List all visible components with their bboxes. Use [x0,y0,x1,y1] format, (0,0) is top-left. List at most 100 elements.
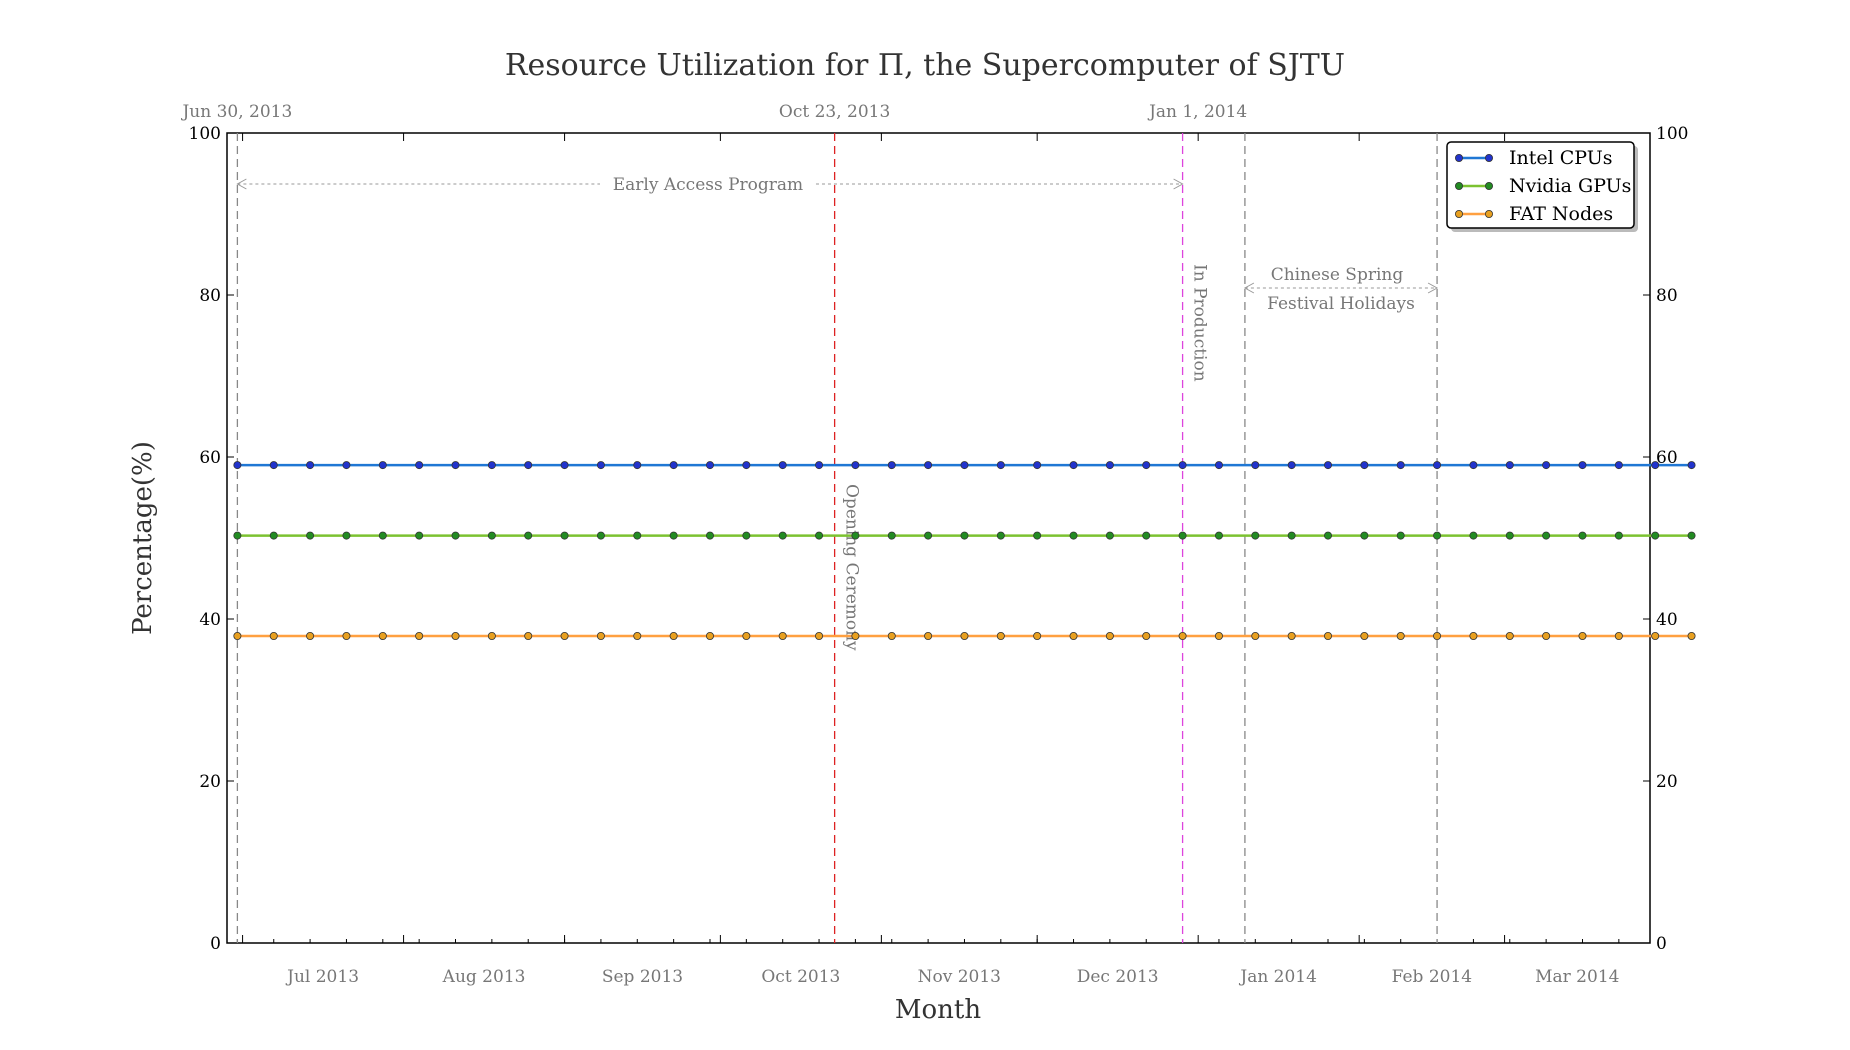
data-point [560,531,569,540]
y-tick-label-right: 80 [1656,286,1678,306]
y-tick-label: 60 [199,448,221,468]
data-point [1469,531,1478,540]
data-point [269,461,278,470]
top-date-label: Jun 30, 2013 [180,102,292,122]
data-point [1214,531,1223,540]
data-point [742,632,751,641]
data-point [1542,461,1551,470]
data-point [1433,461,1442,470]
data-point [1614,531,1623,540]
y-tick-label-right: 100 [1656,124,1688,144]
data-point [451,461,460,470]
data-point [669,531,678,540]
y-tick-label-right: 20 [1656,772,1678,792]
chart-title: Resource Utilization for Π, the Supercom… [505,48,1345,83]
data-point [560,461,569,470]
data-point [851,632,860,641]
data-point [1069,531,1078,540]
y-tick-label-right: 0 [1656,934,1667,954]
data-point [778,632,787,641]
data-point [524,632,533,641]
y-tick-label: 20 [199,772,221,792]
data-point [1687,531,1696,540]
data-point [378,531,387,540]
data-point [596,632,605,641]
legend-marker [1455,181,1464,190]
legend-marker [1455,153,1464,162]
legend-marker [1485,209,1494,218]
data-point [924,632,933,641]
data-point [1251,461,1260,470]
data-point [1324,632,1333,641]
data-point [524,461,533,470]
data-point [815,461,824,470]
data-point [1614,632,1623,641]
data-point [451,531,460,540]
opening-ceremony-label: Opening Ceremony [842,484,862,651]
data-point [306,531,315,540]
data-point [415,531,424,540]
data-point [1251,632,1260,641]
data-point [306,632,315,641]
data-point [1178,531,1187,540]
data-point [596,461,605,470]
data-point [1469,632,1478,641]
y-tick-label: 40 [199,610,221,630]
x-tick-label: Oct 2013 [761,967,840,987]
data-point [960,461,969,470]
data-point [633,632,642,641]
early-access-arrowhead-left [236,178,247,190]
data-point [1433,632,1442,641]
x-tick-label: Aug 2013 [442,967,526,987]
data-point [705,531,714,540]
y-tick-label: 100 [189,124,221,144]
data-point [1287,461,1296,470]
x-tick-label: Sep 2013 [602,967,683,987]
data-point [887,531,896,540]
data-point [233,461,242,470]
plot-area: 0 0 20 20 40 40 60 60 80 80 100 100 Jul 2013 Aug 2013… [180,102,1696,987]
legend-label: FAT Nodes [1509,203,1613,225]
holiday-arrowhead-left [1243,282,1255,294]
x-tick-label: Dec 2013 [1077,967,1159,987]
data-point [1069,632,1078,641]
data-point [1433,531,1442,540]
data-point [269,531,278,540]
data-point [1214,461,1223,470]
data-point [1396,632,1405,641]
holiday-label-line1: Chinese Spring [1271,265,1404,285]
data-point [1142,531,1151,540]
data-point [342,531,351,540]
legend-marker [1485,181,1494,190]
data-point [1105,531,1114,540]
data-point [1396,531,1405,540]
data-point [1142,632,1151,641]
data-point [1105,632,1114,641]
x-tick-label: Mar 2014 [1535,967,1619,987]
data-point [887,461,896,470]
data-point [778,531,787,540]
data-point [887,632,896,641]
data-point [1578,461,1587,470]
data-point [1505,461,1514,470]
data-point [1033,461,1042,470]
x-tick-label: Jul 2013 [285,967,359,987]
data-point [596,531,605,540]
data-point [233,632,242,641]
data-point [851,461,860,470]
data-point [1142,461,1151,470]
data-point [1360,632,1369,641]
early-access-label: Early Access Program [613,175,803,195]
data-point [1469,461,1478,470]
y-tick-label: 0 [210,934,221,954]
data-point [524,531,533,540]
x-tick-label: Nov 2013 [918,967,1001,987]
data-point [1614,461,1623,470]
data-point [487,632,496,641]
data-point [996,531,1005,540]
x-axis-label: Month [895,995,981,1025]
data-point [1069,461,1078,470]
data-point [960,531,969,540]
data-point [1033,632,1042,641]
data-point [487,531,496,540]
